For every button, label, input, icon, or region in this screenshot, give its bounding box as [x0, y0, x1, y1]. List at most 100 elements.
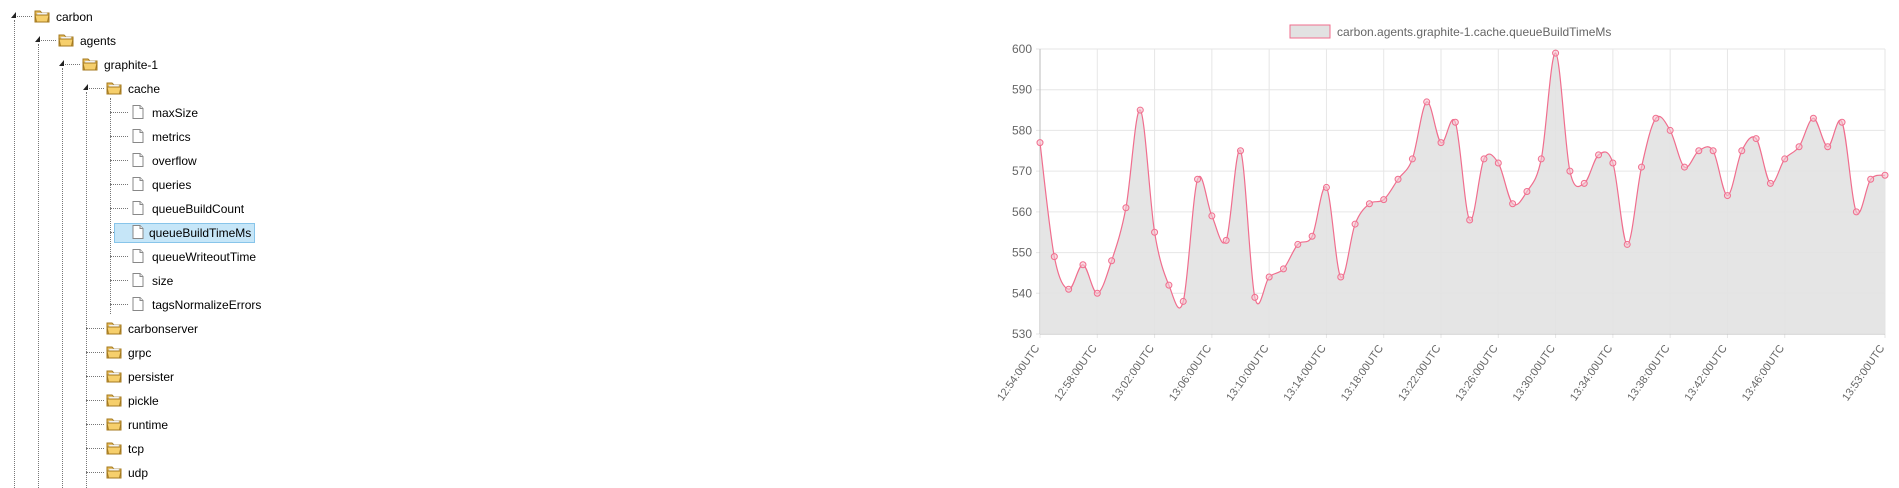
tree-node-label[interactable]: size — [148, 271, 177, 291]
data-point — [1853, 209, 1859, 215]
tree-connector — [110, 112, 128, 113]
file-icon — [130, 272, 146, 288]
data-point — [1395, 176, 1401, 182]
data-point — [1581, 180, 1587, 186]
tree-node-overflow[interactable]: overflow — [0, 150, 900, 170]
tree-node-tcp[interactable]: tcp — [0, 438, 900, 458]
tree-node-label[interactable]: queueBuildCount — [148, 199, 248, 219]
y-tick-label: 580 — [1012, 123, 1032, 137]
tree-node-size[interactable]: size — [0, 270, 900, 290]
data-point — [1681, 164, 1687, 170]
data-point — [1825, 144, 1831, 150]
tree-node-label[interactable]: graphite-1 — [100, 55, 162, 75]
data-point — [1338, 274, 1344, 280]
x-tick-label: 13:22:00UTC — [1396, 343, 1443, 404]
tree-node-cache[interactable]: cache — [0, 78, 900, 98]
data-point — [1753, 136, 1759, 142]
y-tick-label: 540 — [1012, 286, 1032, 300]
collapse-toggle-icon[interactable] — [59, 60, 67, 68]
expand-toggle-icon[interactable] — [83, 348, 91, 356]
file-icon — [130, 200, 146, 216]
y-tick-label: 590 — [1012, 83, 1032, 97]
file-icon — [130, 176, 146, 192]
data-point — [1051, 254, 1057, 260]
expand-toggle-icon[interactable] — [83, 444, 91, 452]
data-point — [1366, 201, 1372, 207]
folder-icon — [106, 344, 122, 360]
tree-node-runtime[interactable]: runtime — [0, 414, 900, 434]
tree-node-graphite-1[interactable]: graphite-1 — [0, 54, 900, 74]
data-point — [1796, 144, 1802, 150]
tree-node-label[interactable]: grpc — [124, 343, 155, 363]
data-point — [1238, 148, 1244, 154]
data-point — [1409, 156, 1415, 162]
tree-node-label[interactable]: cache — [124, 79, 164, 99]
tree-node-label[interactable]: udp — [124, 463, 152, 483]
tree-node-label[interactable]: metrics — [148, 127, 195, 147]
tree-node-label[interactable]: tcp — [124, 439, 148, 459]
expand-toggle-icon[interactable] — [83, 468, 91, 476]
tree-node-label[interactable]: agents — [76, 31, 120, 51]
file-icon — [130, 152, 146, 168]
y-tick-label: 570 — [1012, 164, 1032, 178]
expand-toggle-icon[interactable] — [83, 372, 91, 380]
data-point — [1839, 119, 1845, 125]
tree-node-agents[interactable]: agents — [0, 30, 900, 50]
file-icon — [130, 104, 146, 120]
data-point — [1810, 115, 1816, 121]
tree-node-metrics[interactable]: metrics — [0, 126, 900, 146]
tree-connector — [110, 304, 128, 305]
tree-connector — [110, 256, 128, 257]
tree-node-grpc[interactable]: grpc — [0, 342, 900, 362]
tree-node-label[interactable]: pickle — [124, 391, 163, 411]
folder-icon — [106, 440, 122, 456]
tree-connector — [110, 136, 128, 137]
data-point — [1123, 205, 1129, 211]
tree-node-persister[interactable]: persister — [0, 366, 900, 386]
data-point — [1252, 294, 1258, 300]
tree-node-queuebuildtimems[interactable]: queueBuildTimeMs — [0, 222, 900, 242]
tree-node-label[interactable]: carbonserver — [124, 319, 202, 339]
data-point — [1152, 229, 1158, 235]
collapse-toggle-icon[interactable] — [83, 84, 91, 92]
tree-node-label[interactable]: persister — [124, 367, 178, 387]
tree-node-carbon[interactable]: carbon — [0, 6, 900, 26]
file-icon — [130, 128, 146, 144]
tree-node-label[interactable]: runtime — [124, 415, 172, 435]
data-point — [1438, 140, 1444, 146]
expand-toggle-icon[interactable] — [83, 324, 91, 332]
data-point — [1266, 274, 1272, 280]
tree-node-queuebuildcount[interactable]: queueBuildCount — [0, 198, 900, 218]
tree-node-queries[interactable]: queries — [0, 174, 900, 194]
data-point — [1352, 221, 1358, 227]
tree-node-maxsize[interactable]: maxSize — [0, 102, 900, 122]
tree-node-carbonserver[interactable]: carbonserver — [0, 318, 900, 338]
data-point — [1280, 266, 1286, 272]
tree-node-queuewriteouttime[interactable]: queueWriteoutTime — [0, 246, 900, 266]
tree-node-label[interactable]: tagsNormalizeErrors — [148, 295, 265, 315]
tree-node-pickle[interactable]: pickle — [0, 390, 900, 410]
tree-node-tagsnormalizeerrors[interactable]: tagsNormalizeErrors — [0, 294, 900, 314]
data-point — [1080, 262, 1086, 268]
tree-node-label[interactable]: overflow — [148, 151, 201, 171]
tree-connector — [110, 280, 128, 281]
data-point — [1066, 286, 1072, 292]
data-point — [1739, 148, 1745, 154]
tree-node-udp[interactable]: udp — [0, 462, 900, 482]
expand-toggle-icon[interactable] — [83, 396, 91, 404]
x-tick-label: 13:06:00UTC — [1167, 343, 1214, 404]
x-tick-label: 13:02:00UTC — [1110, 343, 1157, 404]
x-tick-label: 13:26:00UTC — [1453, 343, 1500, 404]
data-point — [1452, 119, 1458, 125]
tree-node-label[interactable]: maxSize — [148, 103, 202, 123]
collapse-toggle-icon[interactable] — [11, 12, 19, 20]
folder-icon — [106, 464, 122, 480]
chart-panel: 530 540 550 560 570 580 590 600 12:54:00UTC 12:58… — [980, 0, 1899, 488]
tree-node-label[interactable]: queries — [148, 175, 195, 195]
file-icon — [130, 248, 146, 264]
tree-node-label[interactable]: carbon — [52, 7, 97, 27]
tree-node-label[interactable]: queueWriteoutTime — [148, 247, 260, 267]
data-point — [1381, 197, 1387, 203]
expand-toggle-icon[interactable] — [83, 420, 91, 428]
collapse-toggle-icon[interactable] — [35, 36, 43, 44]
